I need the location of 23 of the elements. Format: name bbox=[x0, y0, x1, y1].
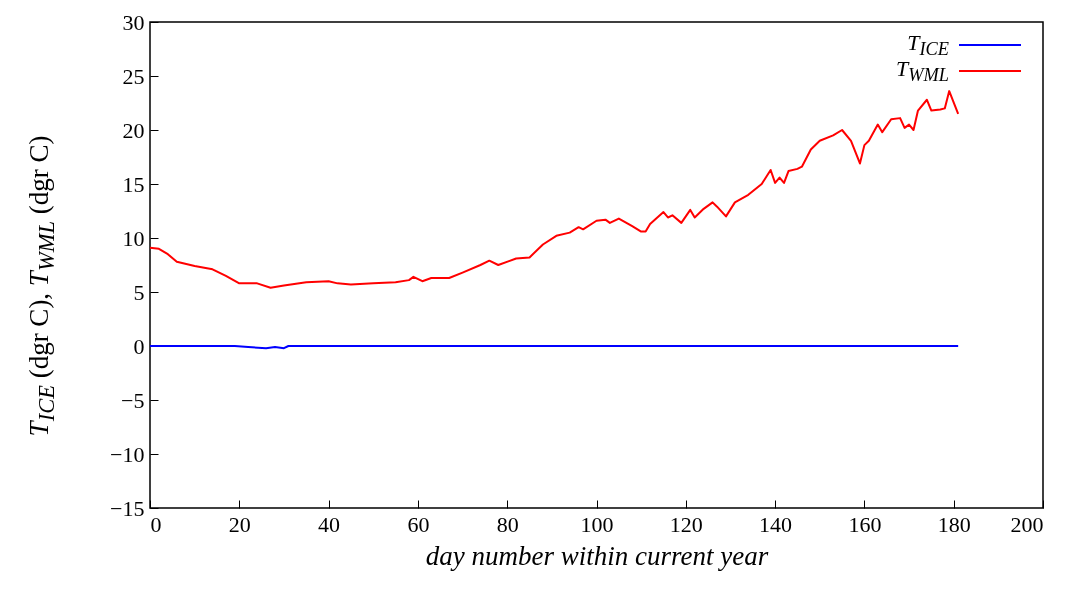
y-tick-label: −5 bbox=[121, 387, 145, 413]
y-tick-label: −10 bbox=[110, 441, 145, 467]
x-tick-label: 160 bbox=[848, 511, 882, 537]
x-tick-label: 180 bbox=[937, 511, 971, 537]
x-tick-label: 200 bbox=[1010, 511, 1044, 537]
x-tick-label: 60 bbox=[407, 511, 430, 537]
y-tick-label: 25 bbox=[122, 63, 145, 89]
y-tick-label: 20 bbox=[122, 117, 145, 143]
x-tick-label: 40 bbox=[318, 511, 341, 537]
x-tick-label: 100 bbox=[580, 511, 614, 537]
y-tick-label: 0 bbox=[133, 333, 145, 359]
x-tick-label: 140 bbox=[759, 511, 793, 537]
y-tick-label: −15 bbox=[110, 495, 145, 521]
x-tick-label: 20 bbox=[228, 511, 251, 537]
x-tick-label: 120 bbox=[669, 511, 703, 537]
x-tick-label: 80 bbox=[496, 511, 519, 537]
y-tick-label: 15 bbox=[122, 171, 145, 197]
y-tick-label: 5 bbox=[133, 279, 145, 305]
y-tick-label: 10 bbox=[122, 225, 145, 251]
x-tick-label: 0 bbox=[150, 511, 162, 537]
line-series bbox=[149, 90, 960, 289]
y-tick-label: 30 bbox=[122, 9, 145, 35]
x-axis-title: day number within current year bbox=[425, 540, 769, 571]
